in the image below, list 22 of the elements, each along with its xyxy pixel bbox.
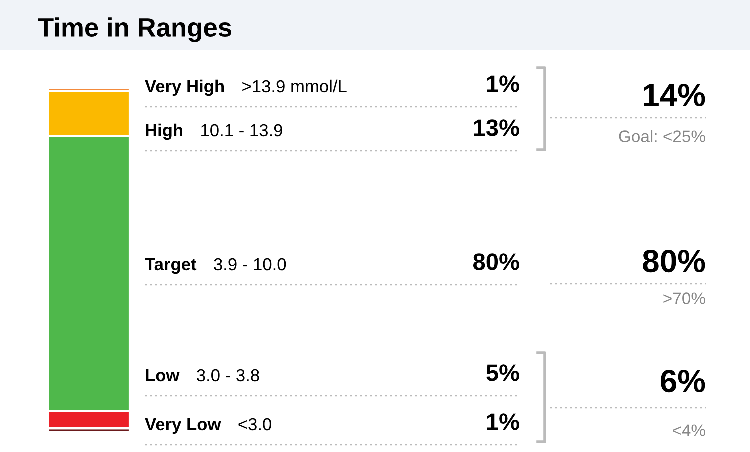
text: 6%	[661, 370, 706, 393]
series-label: Target	[145, 258, 197, 274]
series-label: Low	[146, 370, 180, 382]
chart-title: Time in Ranges	[38, 18, 232, 42]
text: 80%	[473, 254, 520, 270]
series-label: Very Low	[145, 418, 222, 434]
text: 5%	[486, 364, 520, 382]
series-label: High	[146, 124, 182, 140]
text: <3.0	[238, 418, 272, 431]
text: 1%	[487, 76, 520, 92]
text: >13.9 mmol/L	[242, 80, 347, 93]
text: 80%	[643, 250, 706, 273]
text: <4%	[673, 424, 706, 436]
text: >70%	[664, 292, 706, 304]
text: 3.9 - 10.0	[214, 258, 286, 271]
text: 13%	[474, 120, 520, 136]
text: 1%	[487, 414, 520, 430]
series-label: Very High	[145, 80, 224, 96]
text: 14%	[644, 84, 706, 107]
text: 3.0 - 3.8	[197, 369, 260, 382]
text: 10.1 - 13.9	[202, 124, 282, 137]
text: Goal: <25%	[619, 130, 706, 142]
